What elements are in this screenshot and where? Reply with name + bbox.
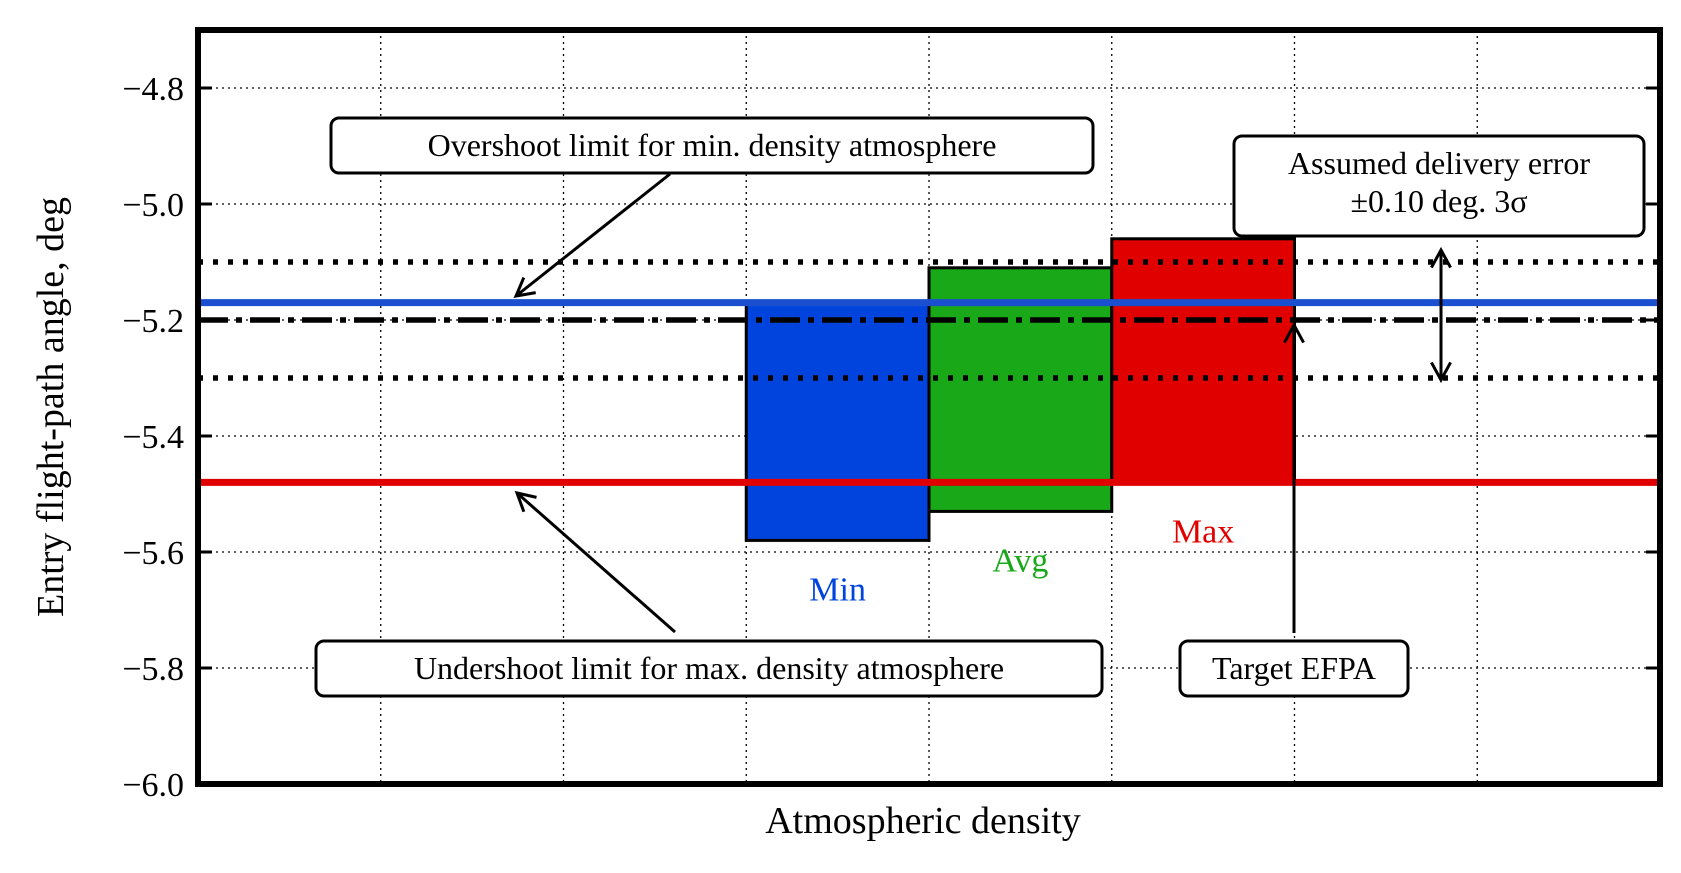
bars — [744, 237, 1296, 542]
undershoot-arrow — [516, 491, 676, 634]
delivery-error-annotation-box — [1232, 134, 1646, 238]
y-tick-label: −5.6 — [122, 535, 184, 572]
y-axis-label: Entry flight-path angle, deg — [30, 197, 72, 617]
delivery-error-arrow-head — [1430, 361, 1452, 384]
reference-lines — [198, 259, 1660, 486]
y-tick-label: −4.8 — [122, 71, 184, 108]
overshoot-annotation-text: Overshoot limit for min. density atmosph… — [428, 127, 997, 163]
y-tick-label: −5.2 — [122, 303, 184, 340]
bar-label-max: Max — [1172, 513, 1234, 550]
y-tick-label: −5.4 — [122, 419, 184, 456]
plot-frame — [195, 27, 1663, 787]
y-tick-label: −5.8 — [122, 651, 184, 688]
target-efpa-annotation-text: Target EFPA — [1212, 650, 1376, 686]
delivery-error-annotation-text: Assumed delivery error — [1288, 145, 1590, 181]
bar-label-min: Min — [809, 571, 866, 608]
bar-max — [1110, 237, 1296, 484]
x-axis-label: Atmospheric density — [765, 800, 1081, 842]
target-efpa-arrow-head — [1283, 321, 1305, 344]
delivery-error-annotation-text: ±0.10 deg. 3σ — [1350, 183, 1527, 219]
undershoot-annotation-text: Undershoot limit for max. density atmosp… — [414, 650, 1004, 686]
bar-label-avg: Avg — [992, 542, 1048, 579]
overshoot-annotation-box — [329, 116, 1095, 175]
delivery-error-arrow-head-2 — [1430, 246, 1452, 269]
target-efpa-annotation-box — [1178, 639, 1410, 698]
y-axis-ticks: −4.8 −5.0 −5.2 −5.4 −5.6 −5.8 −6.0 — [122, 71, 1660, 804]
overshoot-arrow — [515, 172, 671, 298]
bar-labels: Min Avg Max — [809, 513, 1234, 608]
y-tick-label: −6.0 — [122, 767, 184, 804]
undershoot-annotation-box — [314, 639, 1104, 698]
plot-border — [195, 27, 1663, 787]
overshoot-arrow-head — [513, 276, 536, 298]
annotation-arrows — [513, 172, 1452, 634]
bar-min — [744, 301, 931, 542]
annotations: Overshoot limit for min. density atmosph… — [314, 116, 1646, 698]
y-tick-label: −5.0 — [122, 187, 184, 224]
undershoot-arrow-head — [514, 490, 537, 513]
bar-avg — [927, 266, 1114, 513]
